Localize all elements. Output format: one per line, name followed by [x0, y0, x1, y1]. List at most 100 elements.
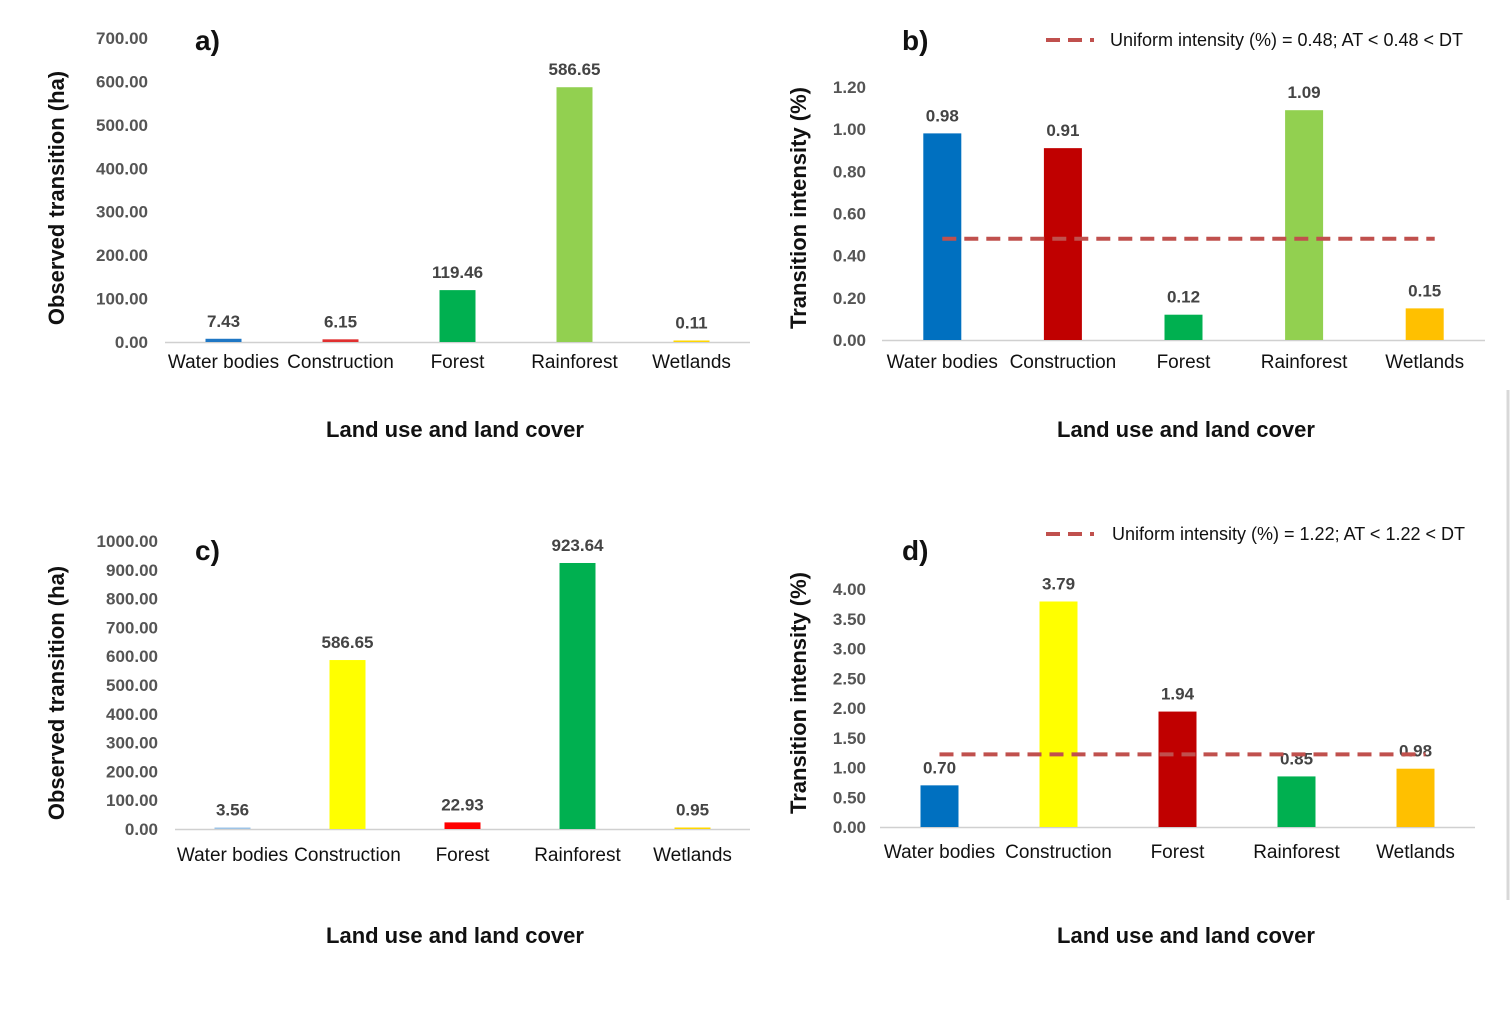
y-tick-label: 700.00	[96, 29, 148, 48]
data-label: 0.15	[1408, 281, 1441, 300]
bar-forest	[439, 290, 476, 342]
y-tick-label: 400.00	[96, 159, 148, 178]
data-label: 586.65	[549, 60, 601, 79]
y-tick-label: 0.00	[833, 331, 866, 350]
legend: Uniform intensity (%) = 0.48; AT < 0.48 …	[1046, 30, 1463, 50]
data-label: 1.94	[1161, 685, 1195, 704]
bar-construction	[329, 660, 366, 829]
legend: Uniform intensity (%) = 1.22; AT < 1.22 …	[1046, 524, 1465, 544]
y-tick-label: 900.00	[106, 561, 158, 580]
y-axis-title: Observed transition (ha)	[44, 566, 69, 820]
y-tick-label: 700.00	[106, 618, 158, 637]
y-tick-label: 1.50	[833, 729, 866, 748]
x-tick-label: Forest	[1157, 352, 1212, 373]
bar-water-bodies	[923, 133, 962, 340]
y-tick-label: 0.00	[115, 333, 148, 352]
x-tick-label: Wetlands	[653, 845, 732, 866]
x-tick-label: Construction	[1005, 842, 1112, 863]
data-label: 6.15	[324, 312, 357, 331]
data-label: 0.95	[676, 801, 709, 820]
x-tick-label: Rainforest	[1261, 352, 1348, 373]
x-axis-title: Land use and land cover	[326, 923, 584, 948]
y-tick-label: 500.00	[106, 676, 158, 695]
y-tick-label: 2.50	[833, 669, 866, 688]
y-tick-label: 1.00	[833, 759, 866, 778]
y-tick-label: 0.40	[833, 247, 866, 266]
data-label: 923.64	[552, 536, 605, 555]
y-tick-label: 3.50	[833, 610, 866, 629]
chart-panel-c: c) 0.00 100.00 200.00 300.00 400.00 500.00 600.…	[44, 532, 750, 948]
x-tick-label: Forest	[1151, 842, 1206, 863]
chart-panel-b: b) 0.00 0.20 0.40 0.60 0.80 1.00 1.20 0.98 Water …	[786, 25, 1485, 442]
panel-tag: d)	[902, 535, 928, 566]
y-tick-label: 300.00	[96, 203, 148, 222]
x-axis-title: Land use and land cover	[1057, 923, 1315, 948]
x-tick-label: Water bodies	[887, 352, 998, 373]
y-tick-label: 200.00	[106, 762, 158, 781]
bar-rainforest	[556, 87, 593, 342]
bar-forest	[1158, 711, 1197, 827]
data-label: 0.70	[923, 758, 956, 777]
y-tick-label: 0.20	[833, 289, 866, 308]
bar-construction	[1039, 601, 1078, 827]
data-label: 0.98	[926, 106, 959, 125]
x-tick-label: Rainforest	[531, 352, 618, 373]
y-tick-label: 1.20	[833, 78, 866, 97]
data-label: 0.91	[1046, 121, 1079, 140]
x-tick-label: Water bodies	[168, 352, 279, 373]
y-axis-title: Observed transition (ha)	[44, 71, 69, 325]
chart-panel-d: d) 0.00 0.50 1.00 1.50 2.00 2.50 3.00 3.50 4.00 0.…	[786, 524, 1475, 948]
bar-wetlands	[673, 340, 710, 342]
y-tick-label: 600.00	[96, 72, 148, 91]
y-tick-label: 0.60	[833, 205, 866, 224]
data-label: 0.85	[1280, 749, 1313, 768]
y-tick-label: 400.00	[106, 705, 158, 724]
y-tick-label: 1.00	[833, 120, 866, 139]
y-axis-title: Transition intensity (%)	[786, 87, 811, 329]
y-tick-label: 0.80	[833, 162, 866, 181]
x-tick-label: Wetlands	[1376, 842, 1455, 863]
y-tick-label: 4.00	[833, 580, 866, 599]
panel-tag: c)	[195, 535, 220, 566]
bar-wetlands	[1396, 768, 1435, 827]
bar-wetlands	[674, 827, 711, 829]
data-label: 0.11	[675, 314, 707, 333]
bar-water-bodies	[920, 785, 959, 827]
data-label: 586.65	[322, 633, 374, 652]
bar-rainforest	[1285, 110, 1324, 340]
y-tick-label: 0.00	[125, 820, 158, 839]
data-label: 1.09	[1288, 83, 1321, 102]
panel-tag: b)	[902, 25, 928, 56]
bar-construction	[322, 339, 359, 342]
y-tick-label: 600.00	[106, 647, 158, 666]
panel-tag: a)	[195, 25, 220, 56]
x-tick-label: Water bodies	[884, 842, 995, 863]
x-tick-label: Wetlands	[1385, 352, 1464, 373]
bar-rainforest	[1277, 776, 1316, 827]
y-tick-label: 100.00	[96, 290, 148, 309]
x-tick-label: Construction	[1010, 352, 1117, 373]
y-tick-label: 0.00	[833, 818, 866, 837]
y-axis-title: Transition intensity (%)	[786, 572, 811, 814]
y-tick-label: 200.00	[96, 246, 148, 265]
x-tick-label: Wetlands	[652, 352, 731, 373]
data-label: 0.98	[1399, 742, 1432, 761]
data-label: 3.79	[1042, 574, 1075, 593]
y-tick-label: 300.00	[106, 734, 158, 753]
data-label: 0.12	[1167, 288, 1200, 307]
x-tick-label: Rainforest	[534, 845, 621, 866]
x-tick-label: Construction	[294, 845, 401, 866]
data-label: 119.46	[432, 263, 483, 282]
bar-water-bodies	[214, 827, 251, 829]
x-tick-label: Forest	[431, 352, 486, 373]
x-axis-title: Land use and land cover	[1057, 417, 1315, 442]
legend-label: Uniform intensity (%) = 0.48; AT < 0.48 …	[1110, 30, 1463, 50]
bar-water-bodies	[205, 338, 242, 342]
data-label: 3.56	[216, 801, 249, 820]
bar-rainforest	[559, 562, 596, 829]
y-tick-label: 800.00	[106, 590, 158, 609]
x-tick-label: Water bodies	[177, 845, 288, 866]
data-label: 7.43	[207, 312, 240, 331]
y-tick-label: 500.00	[96, 116, 148, 135]
